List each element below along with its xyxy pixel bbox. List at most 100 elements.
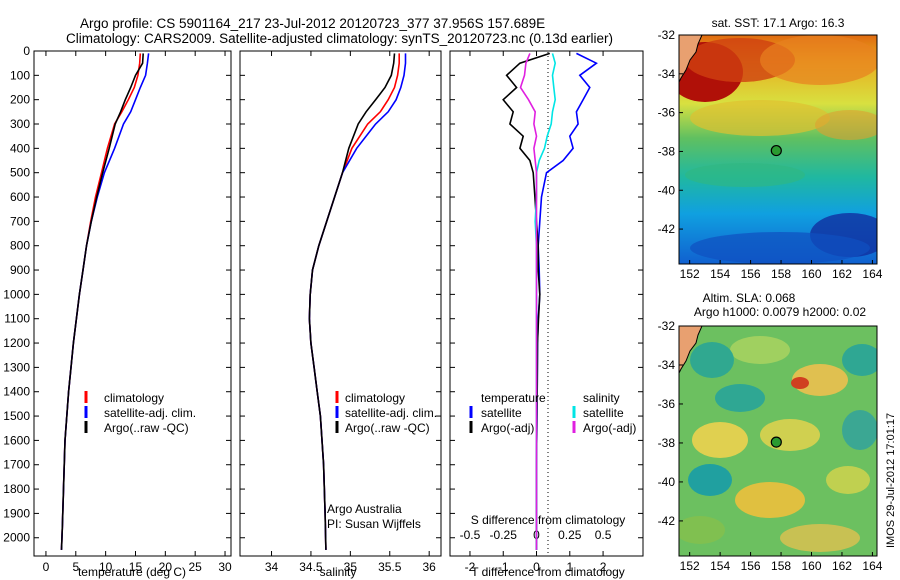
temperature-axis-ticks: 0 5 10 15 20 25 30 (43, 51, 232, 574)
depth-tick-label: 100 (10, 68, 30, 82)
title-line-1: Argo profile: CS 5901164_217 23-Jul-2012… (80, 16, 545, 31)
x-tick-label: 35 (344, 560, 358, 574)
depth-tick-label: 1700 (3, 458, 30, 472)
t-diff-tick-label: 0 (533, 560, 540, 574)
depth-tick-label: 600 (10, 190, 30, 204)
sst-map-frame (678, 34, 878, 265)
depth-tick-label: 2000 (3, 531, 30, 545)
annotation-pi: PI: Susan Wijffels (327, 517, 421, 531)
depth-tick-label: 1400 (3, 385, 30, 399)
lat-tick-label: -40 (658, 183, 676, 197)
series-line-argo-raw-qc- (308, 53, 396, 550)
argo-float-marker (770, 144, 782, 157)
x-tick-label: 36 (422, 560, 436, 574)
x-tick-label: 15 (129, 560, 143, 574)
lat-tick-label: -32 (658, 28, 676, 42)
depth-tick-label: 400 (10, 141, 30, 155)
x-tick-label: 35.5 (378, 560, 402, 574)
temperature-panel: 0100200300400500600700800900100011001200… (3, 44, 232, 579)
salinity-panel: 34 34.5 35 35.5 36 salinity climatology sate… (239, 50, 442, 579)
salinity-depth-ticks (240, 50, 441, 539)
sla-map-title-line-1: Altim. SLA: 0.068 (703, 291, 796, 305)
t-diff-tick-label: -2 (465, 560, 476, 574)
legend-label-sal-argo: Argo(-adj) (583, 421, 636, 435)
salinity-axis-ticks: 34 34.5 35 35.5 36 (265, 51, 436, 574)
argo-float-marker (770, 436, 782, 448)
depth-axis-ticks: 0 100 200 300 400 500 600 700 800 900 1000 1100 1200… (3, 44, 231, 545)
series-line-salinity-satellite (534, 53, 557, 550)
s-diff-tick-label: -0.5 (460, 528, 481, 542)
depth-tick-label: 900 (10, 263, 30, 277)
difference-series (502, 52, 598, 550)
t-difference-ticks: -2 -1 0 1 2 (465, 51, 607, 574)
t-diff-tick-label: 2 (600, 560, 607, 574)
sla-map-ticks: 152 154 156 158 160 162 164 -32 -34 -36 -38 -40 -42 (658, 319, 883, 573)
t-diff-tick-label: 1 (566, 560, 573, 574)
annotation-argo-australia: Argo Australia (327, 502, 402, 516)
x-tick-label: 5 (72, 560, 79, 574)
temperature-axis-label: temperature (deg C) (78, 565, 186, 579)
depth-tick-label: 1300 (3, 360, 30, 374)
sst-map-panel: sat. SST: 17.1 Argo: 16.3 152 154 156 158 16… (658, 16, 883, 281)
lon-tick-label: 152 (680, 267, 700, 281)
legend-title-temperature: temperature (481, 391, 546, 405)
salinity-axes-frame (239, 50, 442, 557)
depth-tick-label: 800 (10, 239, 30, 253)
series-line-temperature-satellite (535, 52, 598, 550)
lon-tick-label: 156 (741, 267, 761, 281)
depth-tick-label: 1800 (3, 482, 30, 496)
x-tick-label: 30 (218, 560, 232, 574)
lon-tick-label: 162 (832, 267, 852, 281)
legend-label-satellite: satellite-adj. clim. (104, 406, 196, 420)
temperature-axes-frame (33, 50, 232, 557)
legend-label-temp-argo: Argo(-adj) (481, 421, 534, 435)
coastline (679, 326, 703, 374)
t-difference-axis-label: T difference from climatology (471, 565, 625, 579)
lon-tick-label: 158 (771, 267, 791, 281)
difference-panel: -2 -1 0 1 2 -0.5 -0.25 0 0.25 0.5 S difference f… (449, 50, 644, 579)
lon-tick-label: 156 (741, 559, 761, 573)
series-line-climatology (60, 53, 142, 550)
coastline (679, 35, 703, 83)
legend-label-satellite: satellite-adj. clim. (345, 406, 437, 420)
difference-axes-frame (449, 50, 644, 557)
legend-label-sal-satellite: satellite (583, 406, 624, 420)
lon-tick-label: 152 (680, 559, 700, 573)
lon-tick-label: 164 (862, 267, 882, 281)
depth-tick-label: 1000 (3, 287, 30, 301)
temperature-legend: climatology satellite-adj. clim. Argo(..… (84, 391, 196, 435)
lat-tick-label: -38 (658, 436, 676, 450)
s-diff-tick-label: 0.25 (558, 528, 582, 542)
lon-tick-label: 154 (710, 267, 730, 281)
s-diff-tick-label: 0.5 (595, 528, 612, 542)
depth-tick-label: 1200 (3, 336, 30, 350)
lat-tick-label: -42 (658, 514, 676, 528)
lon-tick-label: 160 (801, 267, 821, 281)
lat-tick-label: -40 (658, 475, 676, 489)
lat-tick-label: -36 (658, 397, 676, 411)
legend-label-argo: Argo(..raw -QC) (345, 421, 430, 435)
depth-tick-label: 1600 (3, 433, 30, 447)
lon-tick-label: 154 (710, 559, 730, 573)
x-tick-label: 25 (189, 560, 203, 574)
legend-title-salinity: salinity (583, 391, 620, 405)
lat-tick-label: -38 (658, 144, 676, 158)
sst-map-title: sat. SST: 17.1 Argo: 16.3 (712, 16, 845, 30)
lat-tick-label: -34 (658, 358, 676, 372)
depth-tick-label: 300 (10, 117, 30, 131)
x-tick-label: 10 (99, 560, 113, 574)
salinity-axis-label: salinity (320, 565, 357, 579)
lat-tick-label: -36 (658, 106, 676, 120)
legend-label-climatology: climatology (104, 391, 164, 405)
s-diff-tick-label: -0.25 (490, 528, 518, 542)
temperature-series (60, 53, 150, 550)
s-difference-axis-label: S difference from climatology (471, 513, 626, 527)
salinity-series (308, 53, 407, 550)
legend-label-temp-satellite: satellite (481, 406, 522, 420)
series-line-salinity-argo-adj- (519, 53, 538, 550)
depth-tick-label: 0 (23, 44, 30, 58)
lat-tick-label: -34 (658, 67, 676, 81)
lon-tick-label: 158 (771, 559, 791, 573)
series-line-temperature-argo-adj- (502, 52, 551, 550)
x-tick-label: 20 (159, 560, 173, 574)
